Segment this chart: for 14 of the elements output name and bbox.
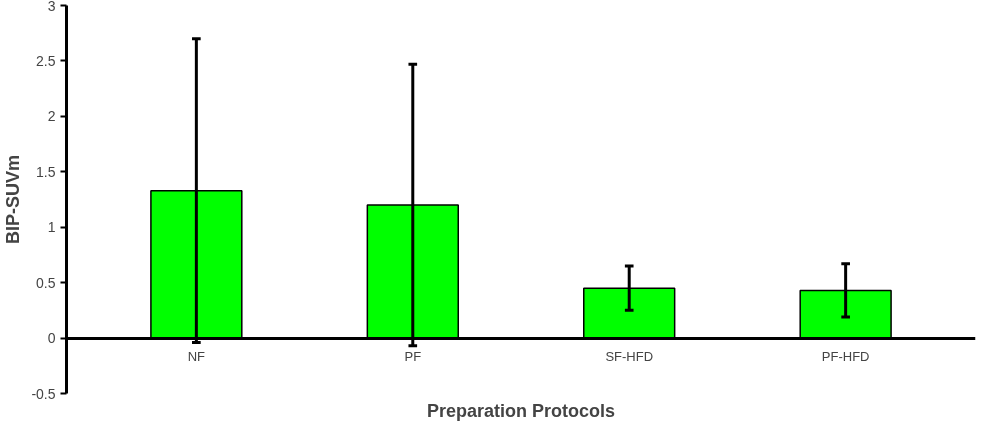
y-tick-label: 1.5 <box>36 163 56 180</box>
y-tick-label: 2 <box>47 108 56 125</box>
y-tick-label: -0.5 <box>31 385 56 402</box>
y-axis-title: BIP-SUVm <box>3 154 24 245</box>
y-tick-label: 0 <box>47 330 56 347</box>
x-tick-label: NF <box>187 349 206 365</box>
x-tick-label: PF <box>404 349 422 365</box>
y-tick-label: 1 <box>47 219 56 236</box>
y-tick-label: 3 <box>47 0 56 14</box>
x-axis-title: Preparation Protocols <box>426 400 616 421</box>
x-tick-label: SF-HFD <box>605 349 654 365</box>
x-tick-label: PF-HFD <box>821 349 870 365</box>
y-tick-label: 0.5 <box>36 274 56 291</box>
y-tick-label: 2.5 <box>36 52 56 69</box>
